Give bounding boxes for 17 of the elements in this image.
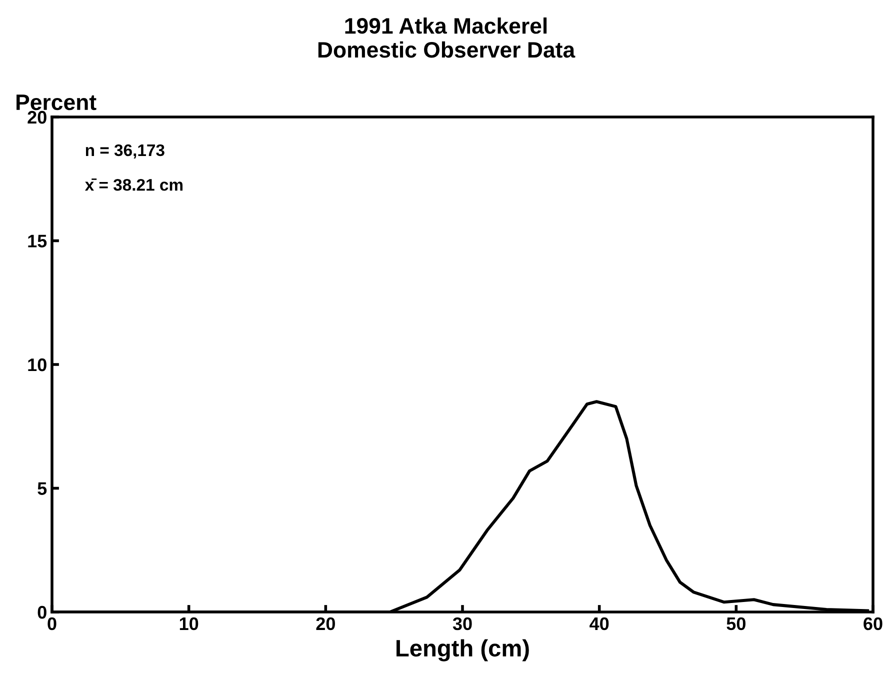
- x-axis-title: Length (cm): [396, 639, 529, 662]
- annotation: n = 36,173: [86, 144, 164, 159]
- y-tick-label: 15: [28, 234, 47, 248]
- x-tick-label: 0: [48, 617, 56, 630]
- x-tick-label: 30: [452, 617, 472, 630]
- x-tick-label: 20: [316, 617, 335, 630]
- x-tick-label: 50: [726, 617, 746, 630]
- x-tick-label: 60: [864, 617, 882, 630]
- y-tick-label: 20: [28, 110, 46, 124]
- y-tick-label: 10: [28, 358, 46, 372]
- x-tick-label: 40: [590, 617, 609, 630]
- y-tick-label: 5: [38, 482, 47, 495]
- y-axis-title: Percent: [16, 94, 96, 110]
- x-tick-label: 10: [180, 617, 198, 630]
- annotation: x̄ = 38.21 cm: [84, 178, 182, 191]
- y-tick-label: 0: [38, 606, 46, 619]
- chart-title: 1991 Atka Mackerel Domestic Observer Data: [318, 17, 576, 58]
